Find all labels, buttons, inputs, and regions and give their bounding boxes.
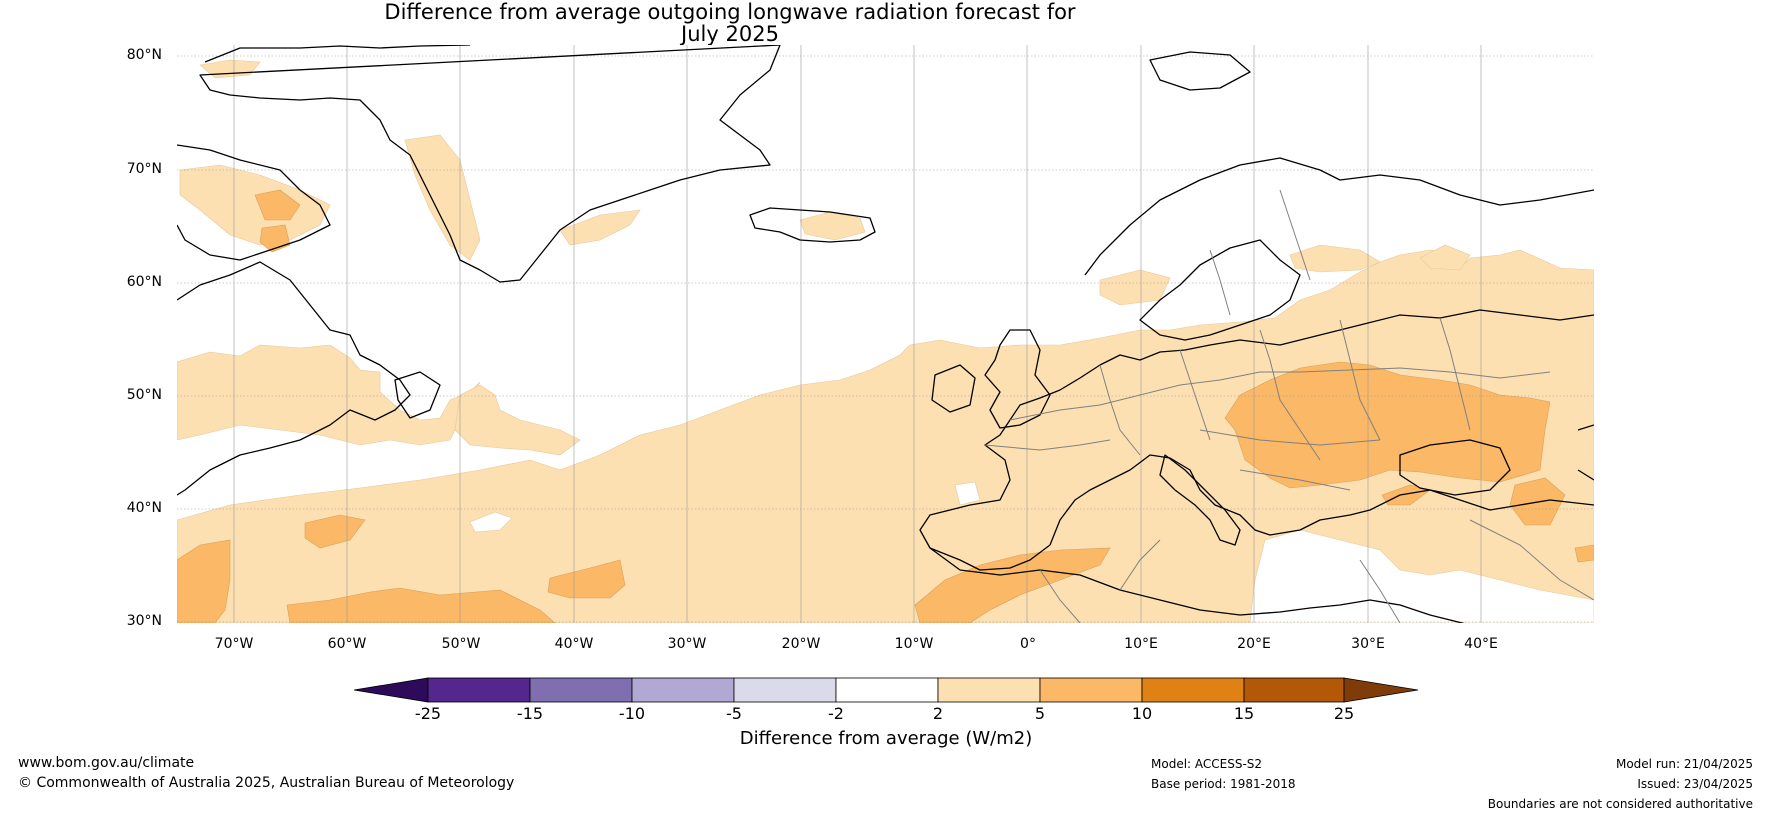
lon-label-20e: 20°E	[1237, 636, 1271, 652]
country-borders	[984, 189, 1594, 623]
lon-label-0: 0°	[1020, 636, 1036, 652]
anomaly-region-5-10	[254, 189, 301, 221]
anomaly-region-5-10	[547, 559, 626, 599]
colorbar-tick: -5	[726, 704, 742, 723]
iceland-coast	[749, 207, 876, 243]
black-sea-coast	[1399, 439, 1511, 496]
colorbar-tick: 2	[932, 704, 944, 723]
lon-label-10w: 10°W	[894, 636, 934, 652]
anomaly-fill-layer	[177, 45, 1594, 623]
colorbar-bin-4	[733, 677, 837, 703]
greenland-coast	[199, 45, 781, 283]
colorbar-extend-low	[353, 677, 429, 703]
anomaly-region-2-5	[404, 134, 481, 261]
colorbar-extend-high	[1343, 677, 1419, 703]
lon-label-20w: 20°W	[781, 636, 821, 652]
colorbar-bin-7	[1039, 677, 1143, 703]
lat-label-80n: 80°N	[126, 47, 162, 63]
lon-label-10e: 10°E	[1124, 636, 1158, 652]
lat-label-30n: 30°N	[126, 613, 162, 629]
anomaly-region-5-10	[304, 514, 366, 549]
model-name: Model: ACCESS-S2	[1151, 757, 1263, 771]
colorbar-tick: 15	[1233, 704, 1255, 723]
baffin-coast	[177, 144, 331, 261]
great-britain-coast	[984, 329, 1051, 429]
colorbar-bin-3	[631, 677, 735, 703]
anomaly-region-5-10	[914, 547, 1111, 623]
colorbar-tick: -25	[414, 704, 442, 723]
norway-coast	[1084, 157, 1594, 276]
anomaly-region-2-5	[559, 209, 641, 246]
boundaries-disclaimer: Boundaries are not considered authoritat…	[1487, 797, 1753, 811]
anomaly-region-5-10	[1574, 544, 1594, 563]
anomaly-region-5-10	[286, 587, 556, 623]
base-period: Base period: 1981-2018	[1151, 777, 1296, 791]
anomaly-region-2-5	[179, 164, 331, 246]
lat-label-60n: 60°N	[126, 274, 162, 290]
colorbar-bin-6	[937, 677, 1041, 703]
lon-label-60w: 60°W	[327, 636, 367, 652]
colorbar-bin-9	[1243, 677, 1345, 703]
colorbar-bin-8	[1141, 677, 1245, 703]
website-link[interactable]: www.bom.gov.au/climate	[18, 755, 195, 771]
issued-date: Issued: 23/04/2025	[1637, 777, 1753, 791]
colorbar-bin-2	[529, 677, 633, 703]
colorbar-bin-5	[835, 677, 939, 703]
anomaly-region-5-10	[1381, 484, 1431, 506]
svalbard-coast	[1149, 51, 1251, 91]
colorbar-bin-1	[427, 677, 531, 703]
coastlines	[177, 45, 1594, 623]
map-title-line1: Difference from average outgoing longwav…	[384, 0, 1076, 24]
model-run-date: Model run: 21/04/2025	[1615, 757, 1753, 771]
colorbar-tick: 10	[1131, 704, 1153, 723]
copyright-text: © Commonwealth of Australia 2025, Austra…	[18, 775, 515, 791]
colorbar	[353, 677, 1419, 703]
newfoundland-coast	[394, 371, 441, 419]
lon-label-30w: 30°W	[667, 636, 707, 652]
colorbar-tick: 5	[1034, 704, 1046, 723]
lat-label-50n: 50°N	[126, 387, 162, 403]
colorbar-tick: -2	[828, 704, 844, 723]
graticule	[177, 45, 1594, 623]
anomaly-region-5-10	[177, 539, 231, 623]
labrador-coast	[177, 261, 411, 496]
lat-label-40n: 40°N	[126, 500, 162, 516]
lon-label-50w: 50°W	[441, 636, 481, 652]
lon-label-70w: 70°W	[214, 636, 254, 652]
anomaly-region-2-5	[1419, 244, 1471, 271]
anomaly-region-2-5	[199, 59, 261, 79]
ireland-coast	[931, 364, 976, 413]
colorbar-tick: 25	[1333, 704, 1355, 723]
colorbar-label: Difference from average (W/m2)	[739, 728, 1033, 749]
lon-label-30e: 30°E	[1351, 636, 1385, 652]
anomaly-region-5-10	[1224, 361, 1551, 489]
lon-label-40e: 40°E	[1464, 636, 1498, 652]
colorbar-tick: -15	[516, 704, 544, 723]
north-africa-coast	[929, 547, 1465, 623]
anomaly-region-2-5	[177, 344, 481, 446]
lon-label-40w: 40°W	[554, 636, 594, 652]
anomaly-region-2-5	[454, 384, 581, 456]
lat-label-70n: 70°N	[126, 161, 162, 177]
map-title-line2: July 2025	[681, 22, 779, 46]
caspian-coast	[1577, 424, 1594, 481]
europe-atlantic-coast	[919, 309, 1594, 571]
italy-coast	[1159, 454, 1241, 546]
anomaly-region-2-5	[1289, 244, 1381, 273]
colorbar-tick: -10	[618, 704, 646, 723]
sweden-coast	[1139, 239, 1301, 341]
